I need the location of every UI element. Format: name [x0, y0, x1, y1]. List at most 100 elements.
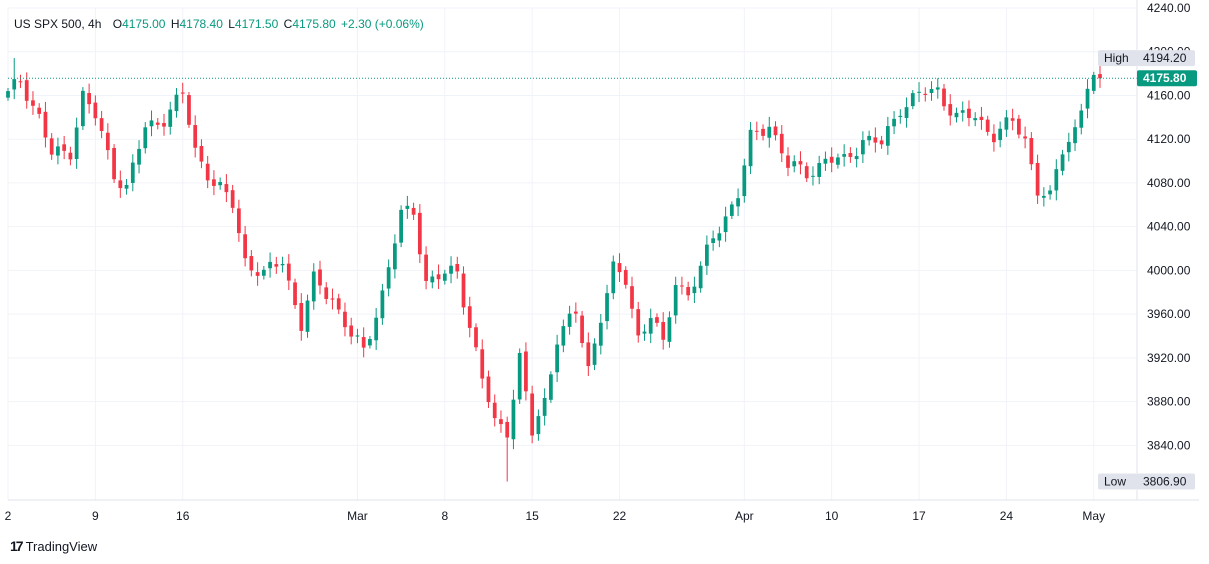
candle: [879, 135, 884, 149]
symbol-title[interactable]: US SPX 500, 4h: [14, 17, 102, 31]
candle: [973, 112, 978, 127]
candle-body: [74, 127, 79, 160]
time-tick-label: 17: [912, 509, 926, 523]
candle: [1048, 185, 1052, 200]
candle: [343, 302, 347, 337]
candle-body: [93, 102, 98, 119]
low-marker: Low 3806.90: [1098, 473, 1195, 490]
time-axis[interactable]: 2 9 16 Mar 8 15 22 Apr 10 17 24 May: [5, 509, 1105, 523]
candle: [617, 253, 622, 282]
candle: [280, 256, 285, 273]
candle: [1035, 154, 1040, 204]
candle-body: [960, 110, 965, 113]
candle-body: [904, 107, 909, 118]
candle-body: [779, 133, 784, 154]
candle-body: [137, 148, 141, 165]
price-tick-label: 4040.00: [1147, 220, 1191, 234]
candle: [717, 226, 722, 248]
candle-body: [524, 351, 528, 392]
candle-body: [324, 287, 329, 299]
candle-body: [187, 95, 191, 125]
low-label: L: [228, 17, 235, 31]
price-tick-label: 4120.00: [1147, 132, 1191, 146]
candle-body: [124, 184, 129, 189]
time-tick-label: May: [1082, 509, 1105, 523]
candle-body: [898, 115, 903, 118]
candle-body: [1023, 136, 1027, 139]
candle-body: [829, 156, 834, 163]
candle: [786, 147, 790, 177]
candle: [1098, 64, 1102, 88]
candle: [1085, 79, 1090, 119]
candle: [711, 230, 715, 251]
candle: [898, 109, 903, 124]
candle: [586, 332, 591, 376]
candle: [49, 133, 54, 160]
candle-body: [1048, 190, 1052, 195]
candle: [374, 308, 379, 350]
candle-body: [442, 273, 447, 281]
candle: [168, 101, 173, 135]
candle: [417, 204, 422, 264]
candle-body: [174, 94, 179, 112]
candle-body: [37, 107, 42, 114]
price-tick-label: 3880.00: [1147, 395, 1191, 409]
candle-body: [923, 93, 928, 95]
candle: [754, 121, 759, 141]
candle: [530, 385, 535, 444]
candle-body: [817, 163, 822, 177]
high-value: 4178.40: [179, 17, 223, 31]
candle: [1066, 132, 1071, 162]
candle: [748, 122, 753, 175]
candle: [243, 225, 247, 267]
candle-body: [742, 165, 747, 197]
candle: [380, 283, 385, 325]
candle-body: [861, 140, 865, 155]
candle: [499, 410, 503, 433]
candle-body: [879, 140, 884, 145]
candle-body: [449, 265, 453, 274]
open-value: 4175.00: [122, 17, 166, 31]
candle-body: [680, 285, 684, 287]
candle: [112, 144, 116, 184]
candle-body: [705, 244, 709, 266]
candle-body: [380, 290, 385, 319]
candle-body: [255, 272, 260, 276]
candle: [218, 177, 223, 190]
candle: [792, 155, 797, 173]
candle: [611, 255, 616, 300]
candle-body: [81, 90, 85, 127]
tradingview-brand[interactable]: 17 TradingView: [10, 538, 97, 554]
candle-body: [848, 153, 853, 157]
candle: [661, 312, 666, 350]
candles: [6, 58, 1102, 482]
price-tick-label: 4240.00: [1147, 1, 1191, 15]
candle-body: [929, 88, 934, 93]
candle: [255, 262, 260, 286]
time-tick-label: 16: [176, 509, 190, 523]
candle: [174, 88, 179, 118]
candle: [767, 116, 772, 148]
candle-body: [723, 216, 728, 233]
candle-body: [480, 349, 485, 379]
candle-body: [505, 421, 510, 438]
candle: [37, 103, 42, 119]
candle-body: [467, 306, 472, 328]
candle-body: [305, 300, 310, 332]
candle-body: [386, 267, 391, 289]
candle-body: [823, 158, 828, 164]
price-axis[interactable]: 3840.00 3880.00 3920.00 3960.00 4000.00 4040.…: [1147, 1, 1191, 452]
candle: [592, 338, 597, 371]
candle: [330, 288, 335, 310]
candle-body: [112, 147, 116, 180]
candle: [580, 311, 584, 348]
candle: [723, 206, 728, 242]
candle: [1060, 149, 1065, 176]
candle: [1073, 119, 1077, 151]
candle-body: [611, 261, 616, 294]
candle: [143, 122, 148, 154]
low-marker-value: 3806.90: [1143, 475, 1187, 489]
candle: [180, 82, 185, 104]
candle: [474, 323, 478, 352]
